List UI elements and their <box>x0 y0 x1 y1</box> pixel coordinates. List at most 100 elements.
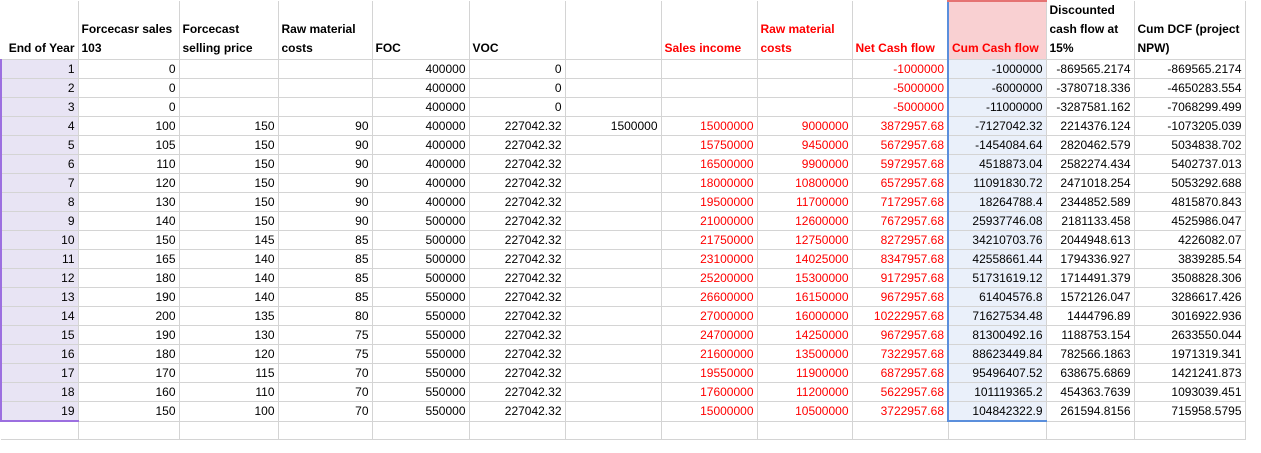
empty-cell[interactable] <box>179 421 279 440</box>
cell-cum-cash-flow[interactable]: 51731619.12 <box>947 268 1047 288</box>
cell-extra[interactable] <box>565 344 662 364</box>
cell-foc[interactable]: 500000 <box>372 249 470 269</box>
cell-dcf[interactable]: 2820462.579 <box>1046 135 1135 155</box>
cell-voc[interactable]: 227042.32 <box>469 249 566 269</box>
cell-cum-dcf[interactable]: 1093039.451 <box>1134 382 1246 402</box>
cell-foc[interactable]: 500000 <box>372 230 470 250</box>
cell-price[interactable] <box>179 78 279 98</box>
cell-price[interactable]: 115 <box>179 363 279 383</box>
cell-year[interactable]: 2 <box>0 78 79 98</box>
cell-dcf[interactable]: -869565.2174 <box>1046 59 1135 79</box>
cell-net-cash-flow[interactable]: 5622957.68 <box>852 382 949 402</box>
cell-foc[interactable]: 550000 <box>372 382 470 402</box>
cell-voc[interactable]: 227042.32 <box>469 192 566 212</box>
cell-cum-dcf[interactable]: 5402737.013 <box>1134 154 1246 174</box>
cell-net-cash-flow[interactable]: 5972957.68 <box>852 154 949 174</box>
cell-voc[interactable]: 227042.32 <box>469 116 566 136</box>
cell-sales[interactable]: 110 <box>78 154 180 174</box>
cell-price[interactable]: 145 <box>179 230 279 250</box>
cell-cum-cash-flow[interactable]: -11000000 <box>947 97 1047 117</box>
cell-rm-costs[interactable]: 75 <box>278 325 373 345</box>
cell-extra[interactable] <box>565 78 662 98</box>
cell-rm-costs[interactable]: 90 <box>278 154 373 174</box>
cell-sales[interactable]: 190 <box>78 325 180 345</box>
header-voc[interactable]: VOC <box>469 1 566 60</box>
cell-dcf[interactable]: 2214376.124 <box>1046 116 1135 136</box>
cell-extra[interactable] <box>565 325 662 345</box>
cell-price[interactable]: 140 <box>179 249 279 269</box>
cell-price[interactable]: 150 <box>179 116 279 136</box>
cell-voc[interactable]: 227042.32 <box>469 230 566 250</box>
cell-net-cash-flow[interactable]: 9672957.68 <box>852 325 949 345</box>
header-cum-dcf[interactable]: Cum DCF (project NPW) <box>1134 1 1246 60</box>
cell-rm-costs[interactable] <box>278 78 373 98</box>
cell-dcf[interactable]: 2344852.589 <box>1046 192 1135 212</box>
cell-rm-costs-2[interactable]: 12750000 <box>757 230 853 250</box>
empty-cell[interactable] <box>565 421 662 440</box>
cell-cum-cash-flow[interactable]: -1000000 <box>947 59 1047 79</box>
cell-net-cash-flow[interactable]: 3872957.68 <box>852 116 949 136</box>
cell-dcf[interactable]: 261594.8156 <box>1046 401 1135 422</box>
cell-sales[interactable]: 120 <box>78 173 180 193</box>
cell-foc[interactable]: 550000 <box>372 401 470 422</box>
cell-foc[interactable]: 500000 <box>372 268 470 288</box>
cell-extra[interactable] <box>565 173 662 193</box>
cell-sales[interactable]: 150 <box>78 401 180 422</box>
header-cum-cash-flow[interactable]: Cum Cash flow <box>947 0 1047 60</box>
cell-year[interactable]: 15 <box>0 325 79 345</box>
cell-rm-costs-2[interactable]: 16150000 <box>757 287 853 307</box>
cell-sales[interactable]: 105 <box>78 135 180 155</box>
cell-cum-cash-flow[interactable]: 61404576.8 <box>947 287 1047 307</box>
cell-net-cash-flow[interactable]: 3722957.68 <box>852 401 949 422</box>
cell-foc[interactable]: 400000 <box>372 116 470 136</box>
cell-sales[interactable]: 130 <box>78 192 180 212</box>
cell-dcf[interactable]: 638675.6869 <box>1046 363 1135 383</box>
cell-sales[interactable]: 200 <box>78 306 180 326</box>
cell-net-cash-flow[interactable]: 5672957.68 <box>852 135 949 155</box>
cell-rm-costs-2[interactable]: 12600000 <box>757 211 853 231</box>
empty-cell[interactable] <box>852 421 949 440</box>
cell-foc[interactable]: 550000 <box>372 306 470 326</box>
cell-sales[interactable]: 190 <box>78 287 180 307</box>
cell-cum-dcf[interactable]: 3508828.306 <box>1134 268 1246 288</box>
cell-cum-cash-flow[interactable]: 25937746.08 <box>947 211 1047 231</box>
cell-rm-costs-2[interactable] <box>757 78 853 98</box>
empty-cell[interactable] <box>1 421 79 440</box>
cell-price[interactable] <box>179 97 279 117</box>
cell-dcf[interactable]: -3287581.162 <box>1046 97 1135 117</box>
cell-price[interactable]: 140 <box>179 268 279 288</box>
cell-price[interactable]: 150 <box>179 154 279 174</box>
cell-rm-costs[interactable] <box>278 97 373 117</box>
cell-extra[interactable] <box>565 192 662 212</box>
cell-rm-costs[interactable]: 70 <box>278 382 373 402</box>
cell-dcf[interactable]: -3780718.336 <box>1046 78 1135 98</box>
cell-sales-income[interactable]: 19550000 <box>661 363 758 383</box>
cell-sales-income[interactable]: 15000000 <box>661 401 758 422</box>
cell-cum-cash-flow[interactable]: 34210703.76 <box>947 230 1047 250</box>
cell-cum-dcf[interactable]: 3016922.936 <box>1134 306 1246 326</box>
cell-price[interactable] <box>179 59 279 79</box>
cell-voc[interactable]: 227042.32 <box>469 401 566 422</box>
cell-voc[interactable]: 227042.32 <box>469 363 566 383</box>
cell-cum-cash-flow[interactable]: 101119365.2 <box>947 382 1047 402</box>
cell-year[interactable]: 13 <box>0 287 79 307</box>
cell-net-cash-flow[interactable]: 6872957.68 <box>852 363 949 383</box>
cell-sales-income[interactable]: 17600000 <box>661 382 758 402</box>
cell-cum-dcf[interactable]: 2633550.044 <box>1134 325 1246 345</box>
cell-voc[interactable]: 227042.32 <box>469 287 566 307</box>
cell-net-cash-flow[interactable]: 8272957.68 <box>852 230 949 250</box>
header-net-cash-flow[interactable]: Net Cash flow <box>852 1 949 60</box>
cell-foc[interactable]: 550000 <box>372 325 470 345</box>
cell-price[interactable]: 130 <box>179 325 279 345</box>
cell-foc[interactable]: 550000 <box>372 363 470 383</box>
cell-rm-costs[interactable]: 85 <box>278 287 373 307</box>
cell-foc[interactable]: 400000 <box>372 192 470 212</box>
cell-extra[interactable] <box>565 230 662 250</box>
cell-sales[interactable]: 0 <box>78 59 180 79</box>
cell-year[interactable]: 16 <box>0 344 79 364</box>
header-sales-income[interactable]: Sales income <box>661 1 758 60</box>
cell-cum-dcf[interactable]: 715958.5795 <box>1134 401 1246 422</box>
cell-year[interactable]: 11 <box>0 249 79 269</box>
cell-foc[interactable]: 400000 <box>372 154 470 174</box>
cell-extra[interactable] <box>565 363 662 383</box>
